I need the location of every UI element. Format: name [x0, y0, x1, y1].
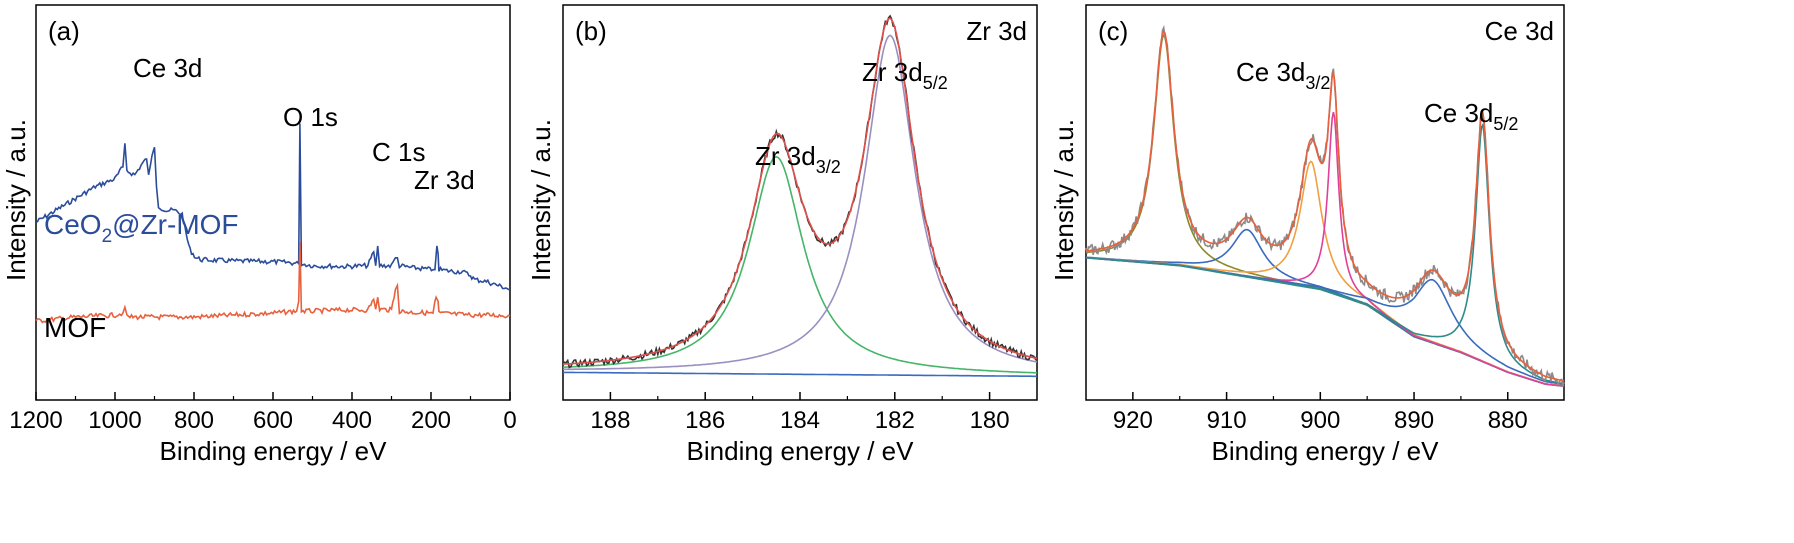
- series-label-ceo2-zr-mof: CeO2@Zr-MOF: [44, 209, 239, 247]
- panel-b-tick-label: 188: [590, 407, 630, 434]
- panel-a-tick-label: 200: [411, 407, 451, 434]
- panel-b-tick-label: 186: [685, 407, 725, 434]
- peak-label-ce3d52: Ce 3d5/2: [1424, 98, 1518, 134]
- panel-c-y-axis-title: Intensity / a.u.: [1049, 119, 1079, 281]
- panel-b-zr3d-spectrum: (b) Zr 3d Intensity / a.u. Binding energ…: [526, 4, 1038, 466]
- panel-c-series: [1085, 24, 1565, 388]
- panel-a-tick-label: 0: [503, 407, 516, 434]
- panel-a-tick-label: 1200: [9, 407, 62, 434]
- series-line-mof: [35, 241, 511, 324]
- panel-b-title: Zr 3d: [966, 16, 1027, 46]
- panel-a-series: [35, 123, 511, 324]
- panel-b-tick-label: 180: [970, 407, 1010, 434]
- panel-c-title: Ce 3d: [1485, 16, 1554, 46]
- panel-b-x-ticks: 188 186 184 182 180: [590, 392, 1010, 434]
- panel-c-tick-label: 920: [1113, 407, 1153, 434]
- panel-c-tick-label: 880: [1488, 407, 1528, 434]
- panel-a-x-ticks: 1200 1000 800 600 400 200 0: [9, 392, 517, 434]
- panel-a-tick-label: 1000: [88, 407, 141, 434]
- panel-c-frame: [1085, 4, 1565, 401]
- panel-a-tick-label: 800: [174, 407, 214, 434]
- fit-component-5: [1085, 122, 1565, 385]
- panel-a-tick-label: 600: [253, 407, 293, 434]
- panel-a-letter: (a): [48, 16, 80, 46]
- fit-component-5-2: [562, 34, 1038, 371]
- panel-a-survey-spectrum: (a) Intensity / a.u. Binding energy / eV…: [1, 4, 517, 466]
- fit-envelope-line: [1085, 29, 1565, 382]
- panel-c-tick-label: 900: [1300, 407, 1340, 434]
- peak-label-zr3d32: Zr 3d3/2: [755, 141, 841, 177]
- annotation-zr3d: Zr 3d: [414, 165, 475, 195]
- fit-envelope-line: [562, 17, 1038, 365]
- panel-b-letter: (b): [575, 16, 607, 46]
- panel-b-tick-label: 184: [780, 407, 820, 434]
- series-label-mof: MOF: [44, 312, 106, 343]
- panel-b-x-axis-title: Binding energy / eV: [687, 436, 915, 466]
- panel-a-y-axis-title: Intensity / a.u.: [1, 119, 31, 281]
- series-line-ceo2-zr-mof: [35, 123, 510, 291]
- panel-b-series: [562, 14, 1038, 378]
- panel-c-ce3d-spectrum: (c) Ce 3d Intensity / a.u. Binding energ…: [1049, 4, 1565, 466]
- peak-label-zr3d52: Zr 3d5/2: [862, 57, 948, 93]
- panel-c-x-ticks: 920 910 900 890 880: [1113, 392, 1528, 434]
- panel-c-letter: (c): [1098, 16, 1128, 46]
- annotation-c1s: C 1s: [372, 137, 425, 167]
- annotation-ce3d: Ce 3d: [133, 53, 202, 83]
- panel-a-frame: [35, 4, 511, 401]
- panel-a-tick-label: 400: [332, 407, 372, 434]
- raw-data-line: [562, 14, 1038, 369]
- panel-c-x-axis-title: Binding energy / eV: [1212, 436, 1440, 466]
- panel-c-tick-label: 890: [1394, 407, 1434, 434]
- panel-b-y-axis-title: Intensity / a.u.: [526, 119, 556, 281]
- baseline-line: [563, 371, 1037, 378]
- background-line: [1085, 257, 1565, 387]
- fit-component-3-2: [563, 156, 1037, 374]
- panel-b-tick-label: 182: [875, 407, 915, 434]
- annotation-o1s: O 1s: [283, 102, 338, 132]
- panel-c-tick-label: 910: [1207, 407, 1247, 434]
- panel-b-frame: [562, 4, 1038, 401]
- peak-label-ce3d32: Ce 3d3/2: [1236, 57, 1330, 93]
- panel-a-x-axis-title: Binding energy / eV: [160, 436, 388, 466]
